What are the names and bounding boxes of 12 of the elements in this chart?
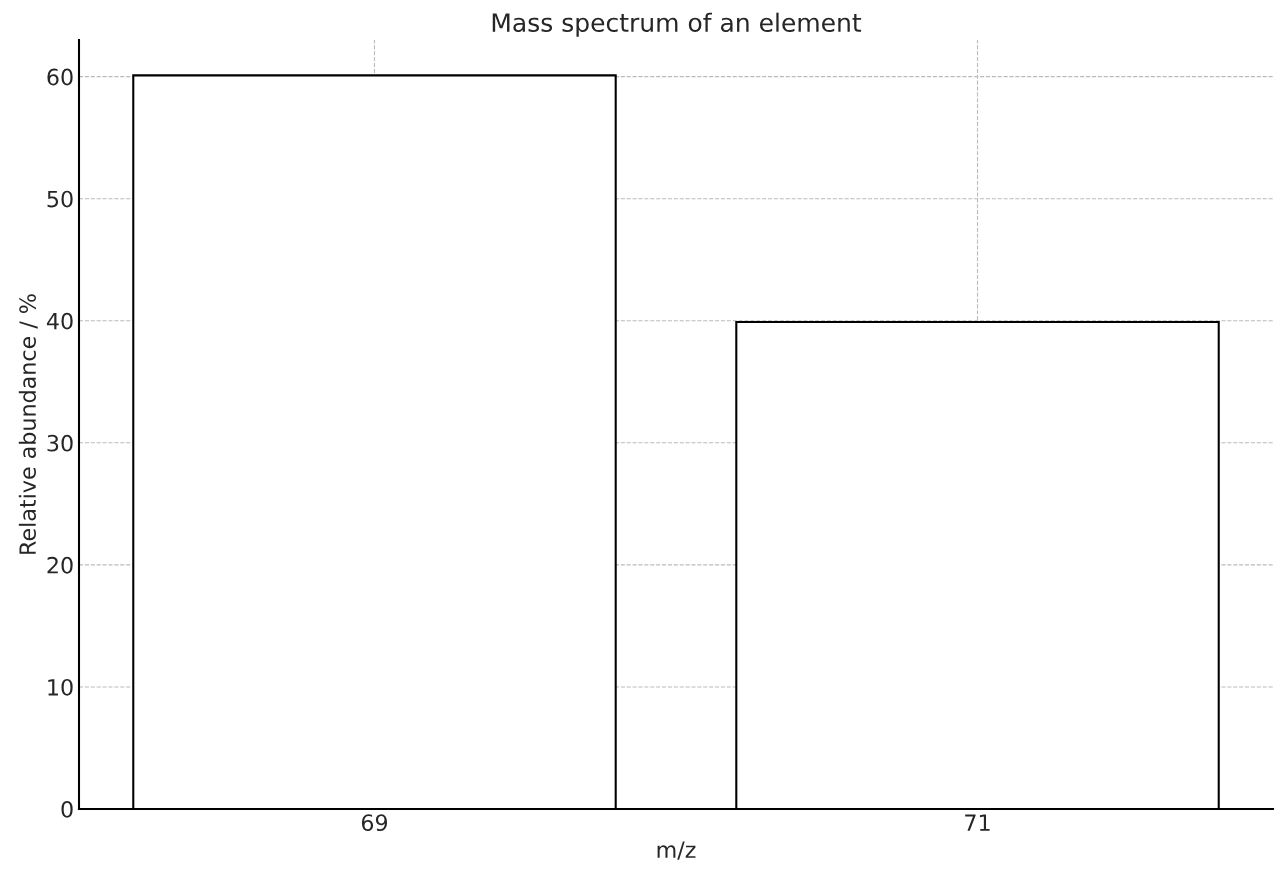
x-tick-label: 69: [361, 814, 388, 832]
y-tick-label: 60: [47, 68, 73, 86]
chart-title: Mass spectrum of an element: [492, 12, 862, 37]
y-tick-label: 0: [61, 800, 73, 818]
y-tick-label: 40: [46, 312, 73, 330]
x-axis-title: m/z: [657, 841, 696, 860]
x-tick-label: 71: [965, 814, 990, 831]
y-tick-label: 10: [48, 678, 73, 696]
y-tick-label: 30: [47, 434, 73, 452]
y-tick-label: 50: [47, 190, 73, 208]
y-tick-label: 20: [47, 556, 73, 574]
y-axis-title: Relative abundance / %: [18, 294, 38, 554]
